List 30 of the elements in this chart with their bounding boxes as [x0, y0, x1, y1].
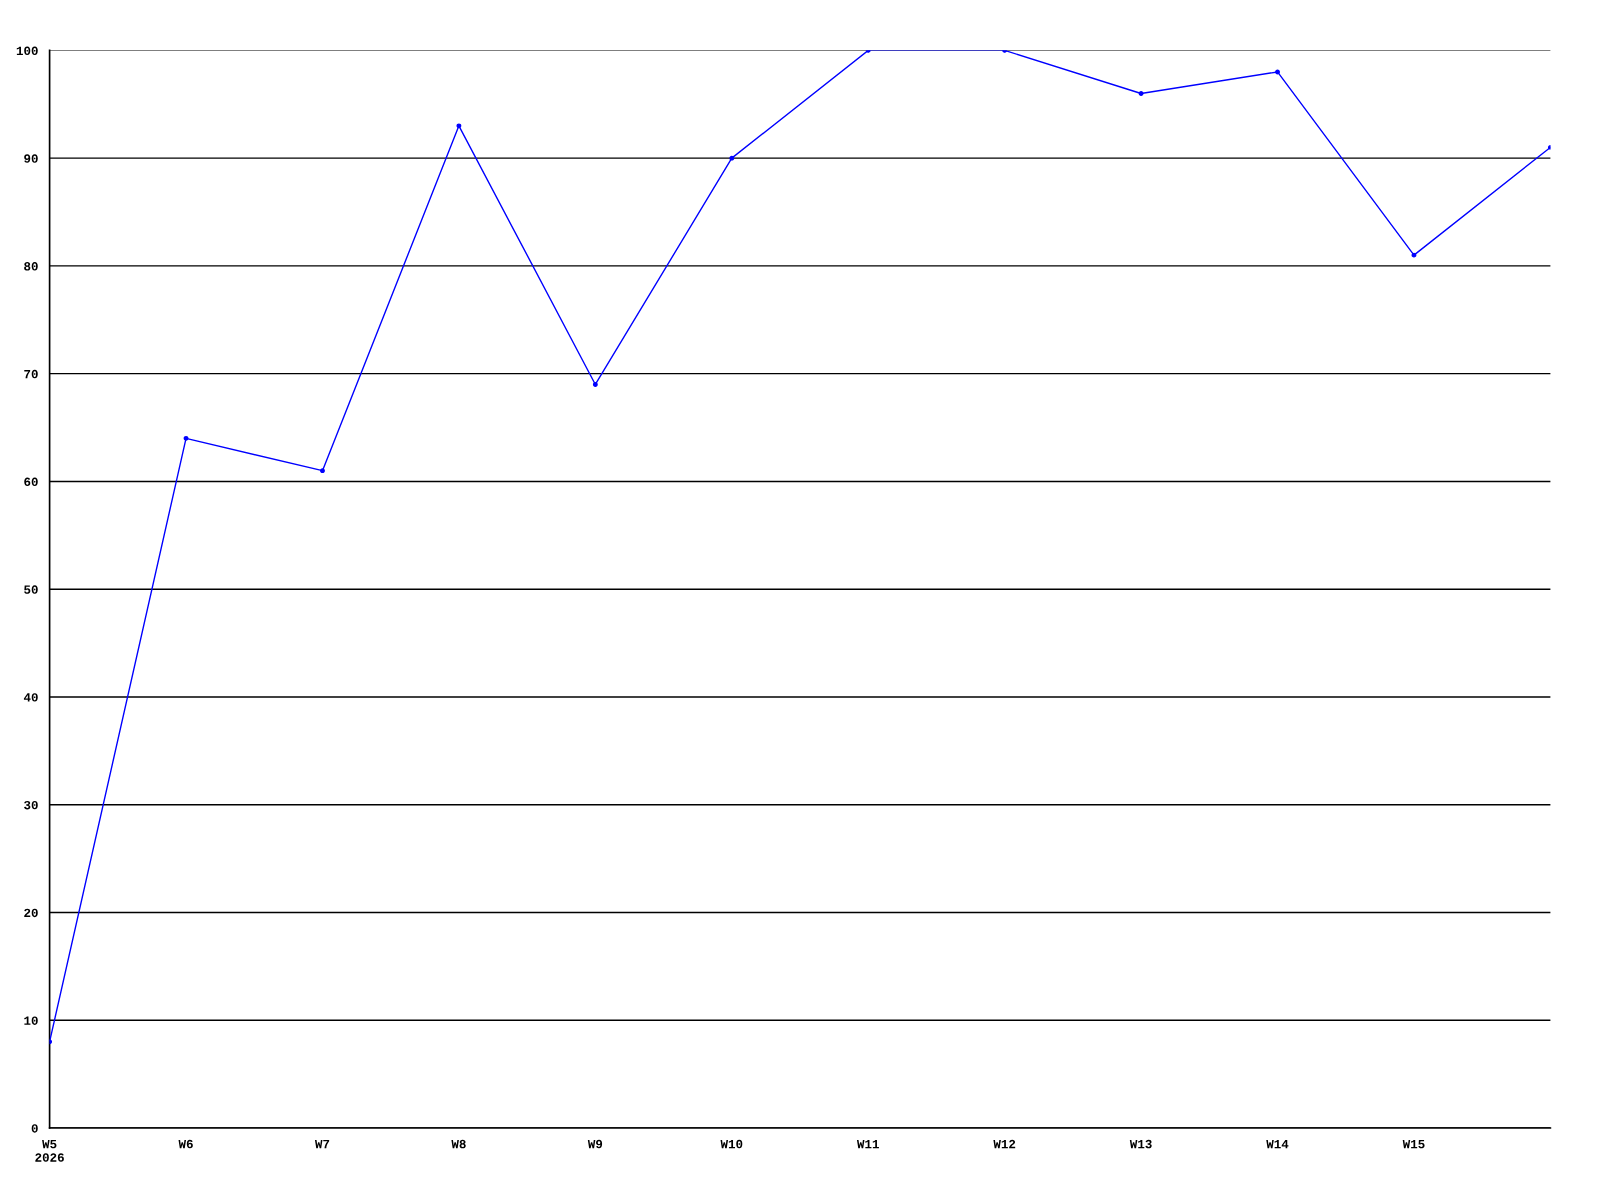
- y-tick-label: 20: [24, 908, 38, 918]
- x-tick-label: W7: [314, 1139, 330, 1149]
- point: [1275, 69, 1280, 75]
- y-tick-label: 90: [24, 154, 38, 163]
- x-tick-label: W5 2026: [35, 1139, 64, 1162]
- point: [183, 435, 189, 441]
- y-tick-label: 80: [24, 262, 38, 271]
- y-tick-label: 60: [24, 477, 38, 487]
- x-tick-label: W8: [451, 1139, 466, 1149]
- x-tick-label: W13: [1129, 1139, 1152, 1149]
- x-tick-label: W9: [587, 1139, 603, 1149]
- point: [456, 123, 462, 129]
- y-tick-label: 0: [31, 1124, 38, 1133]
- point: [1411, 252, 1417, 258]
- point: [1138, 91, 1144, 96]
- point: [729, 155, 735, 161]
- x-tick-label: W10: [720, 1139, 743, 1149]
- x-tick-label: W11: [856, 1139, 879, 1149]
- y-tick-label: 50: [24, 585, 38, 594]
- x-tick-label: W6: [178, 1139, 193, 1149]
- x-tick-label: W12: [993, 1139, 1016, 1149]
- x-tick-label: W14: [1266, 1139, 1289, 1149]
- y-tick-label: 10: [24, 1016, 38, 1025]
- y-tick-label: 100: [16, 46, 38, 56]
- point: [320, 468, 325, 474]
- y-tick-label: 70: [24, 369, 38, 379]
- point: [592, 382, 598, 387]
- x-tick-label: W15: [1402, 1139, 1425, 1149]
- y-tick-label: 40: [23, 693, 38, 702]
- y-tick-label: 30: [24, 800, 38, 810]
